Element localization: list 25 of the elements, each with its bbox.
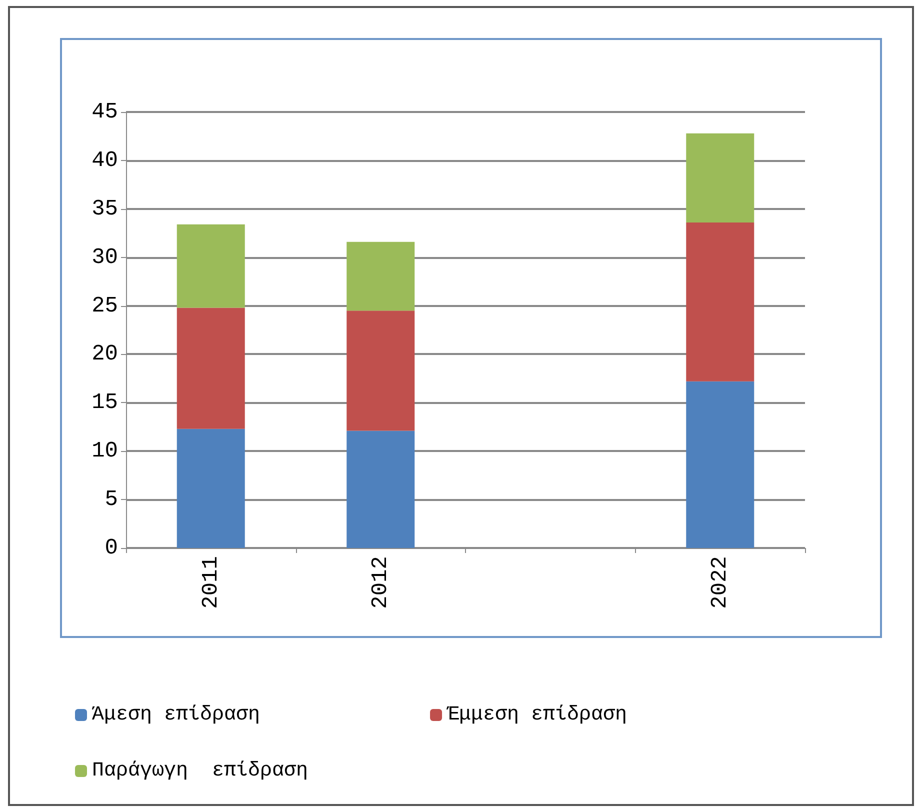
bar — [346, 430, 415, 548]
x-tick-label: 2012 — [368, 556, 394, 609]
bar — [346, 310, 415, 431]
y-tick-label: 25 — [92, 293, 118, 318]
y-tick-label: 0 — [104, 536, 118, 560]
y-tick-label: 45 — [92, 100, 118, 124]
bar — [176, 224, 245, 308]
y-tick-label: 10 — [92, 438, 118, 464]
bar — [176, 308, 245, 429]
y-tick-label: 30 — [92, 244, 118, 270]
y-tick-label: 40 — [92, 148, 118, 173]
bar — [686, 133, 754, 222]
y-tick-label: 20 — [92, 342, 118, 367]
x-tick-label: 2011 — [198, 556, 224, 609]
y-tick-label: 5 — [104, 487, 118, 512]
bar — [346, 242, 415, 311]
legend-label: Παράγωγη επίδραση — [92, 760, 308, 782]
legend-label: Έμμεση επίδραση — [446, 704, 628, 726]
bar — [686, 381, 754, 548]
y-tick-label: 15 — [92, 390, 118, 416]
legend-label: Άμεση επίδραση — [92, 704, 260, 726]
y-tick-label: 35 — [92, 196, 118, 222]
bar — [686, 222, 754, 382]
x-tick-label: 2022 — [708, 556, 733, 609]
bar — [176, 428, 245, 548]
